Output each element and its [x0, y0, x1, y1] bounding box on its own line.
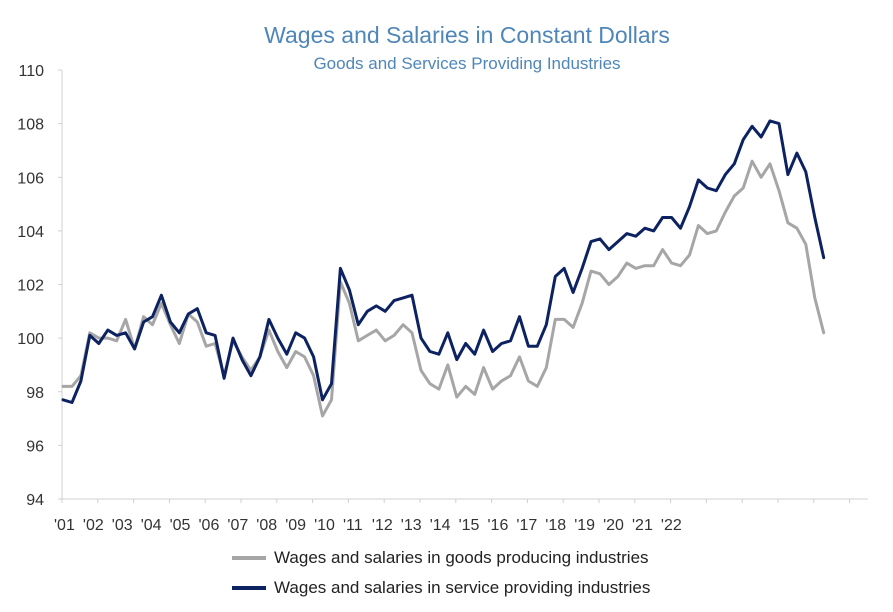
x-tick-label: '02: [83, 517, 104, 534]
legend: Wages and salaries in goods producing in…: [232, 543, 650, 603]
y-tick-label: 110: [18, 63, 44, 80]
y-tick-label: 98: [26, 385, 44, 402]
x-tick-label: '19: [574, 517, 595, 534]
legend-swatch-services: [232, 586, 266, 590]
legend-item-services: Wages and salaries in service providing …: [232, 573, 650, 603]
chart-title: Wages and Salaries in Constant Dollars: [264, 22, 670, 48]
y-tick-label: 106: [17, 170, 44, 187]
x-tick-label: '12: [372, 517, 393, 534]
x-tick-label: '18: [545, 517, 566, 534]
x-tick-label: '17: [516, 517, 537, 534]
x-tick-label: '10: [314, 517, 335, 534]
series-line-services: [61, 119, 826, 404]
x-tick-label: '04: [141, 517, 162, 534]
x-tick-label: '11: [343, 517, 363, 534]
x-tick-label: '16: [488, 517, 509, 534]
y-tick-label: 104: [17, 224, 44, 241]
x-tick-label: '01: [54, 517, 75, 534]
legend-swatch-goods: [232, 556, 266, 560]
x-tick-label: '20: [603, 517, 624, 534]
legend-label-services: Wages and salaries in service providing …: [274, 578, 651, 597]
x-tick-label: '09: [285, 517, 306, 534]
x-tick-label: '21: [632, 517, 653, 534]
x-tick-label: '22: [661, 517, 682, 534]
x-tick-label: '08: [256, 517, 277, 534]
series-line-goods: [61, 159, 826, 418]
legend-item-goods: Wages and salaries in goods producing in…: [232, 543, 650, 573]
x-tick-label: '06: [199, 517, 220, 534]
x-tick-label: '15: [459, 517, 480, 534]
x-tick-label: '13: [401, 517, 422, 534]
x-tick-label: '05: [170, 517, 191, 534]
legend-label-goods: Wages and salaries in goods producing in…: [274, 548, 649, 567]
chart-subtitle: Goods and Services Providing Industries: [313, 54, 621, 73]
x-tick-label: '07: [227, 517, 248, 534]
y-tick-label: 102: [17, 278, 44, 295]
x-tick-label: '03: [112, 517, 133, 534]
y-tick-label: 100: [17, 331, 44, 348]
y-tick-label: 96: [26, 438, 44, 455]
y-tick-label: 94: [26, 492, 44, 509]
x-tick-label: '14: [430, 517, 451, 534]
y-tick-label: 108: [17, 117, 44, 134]
